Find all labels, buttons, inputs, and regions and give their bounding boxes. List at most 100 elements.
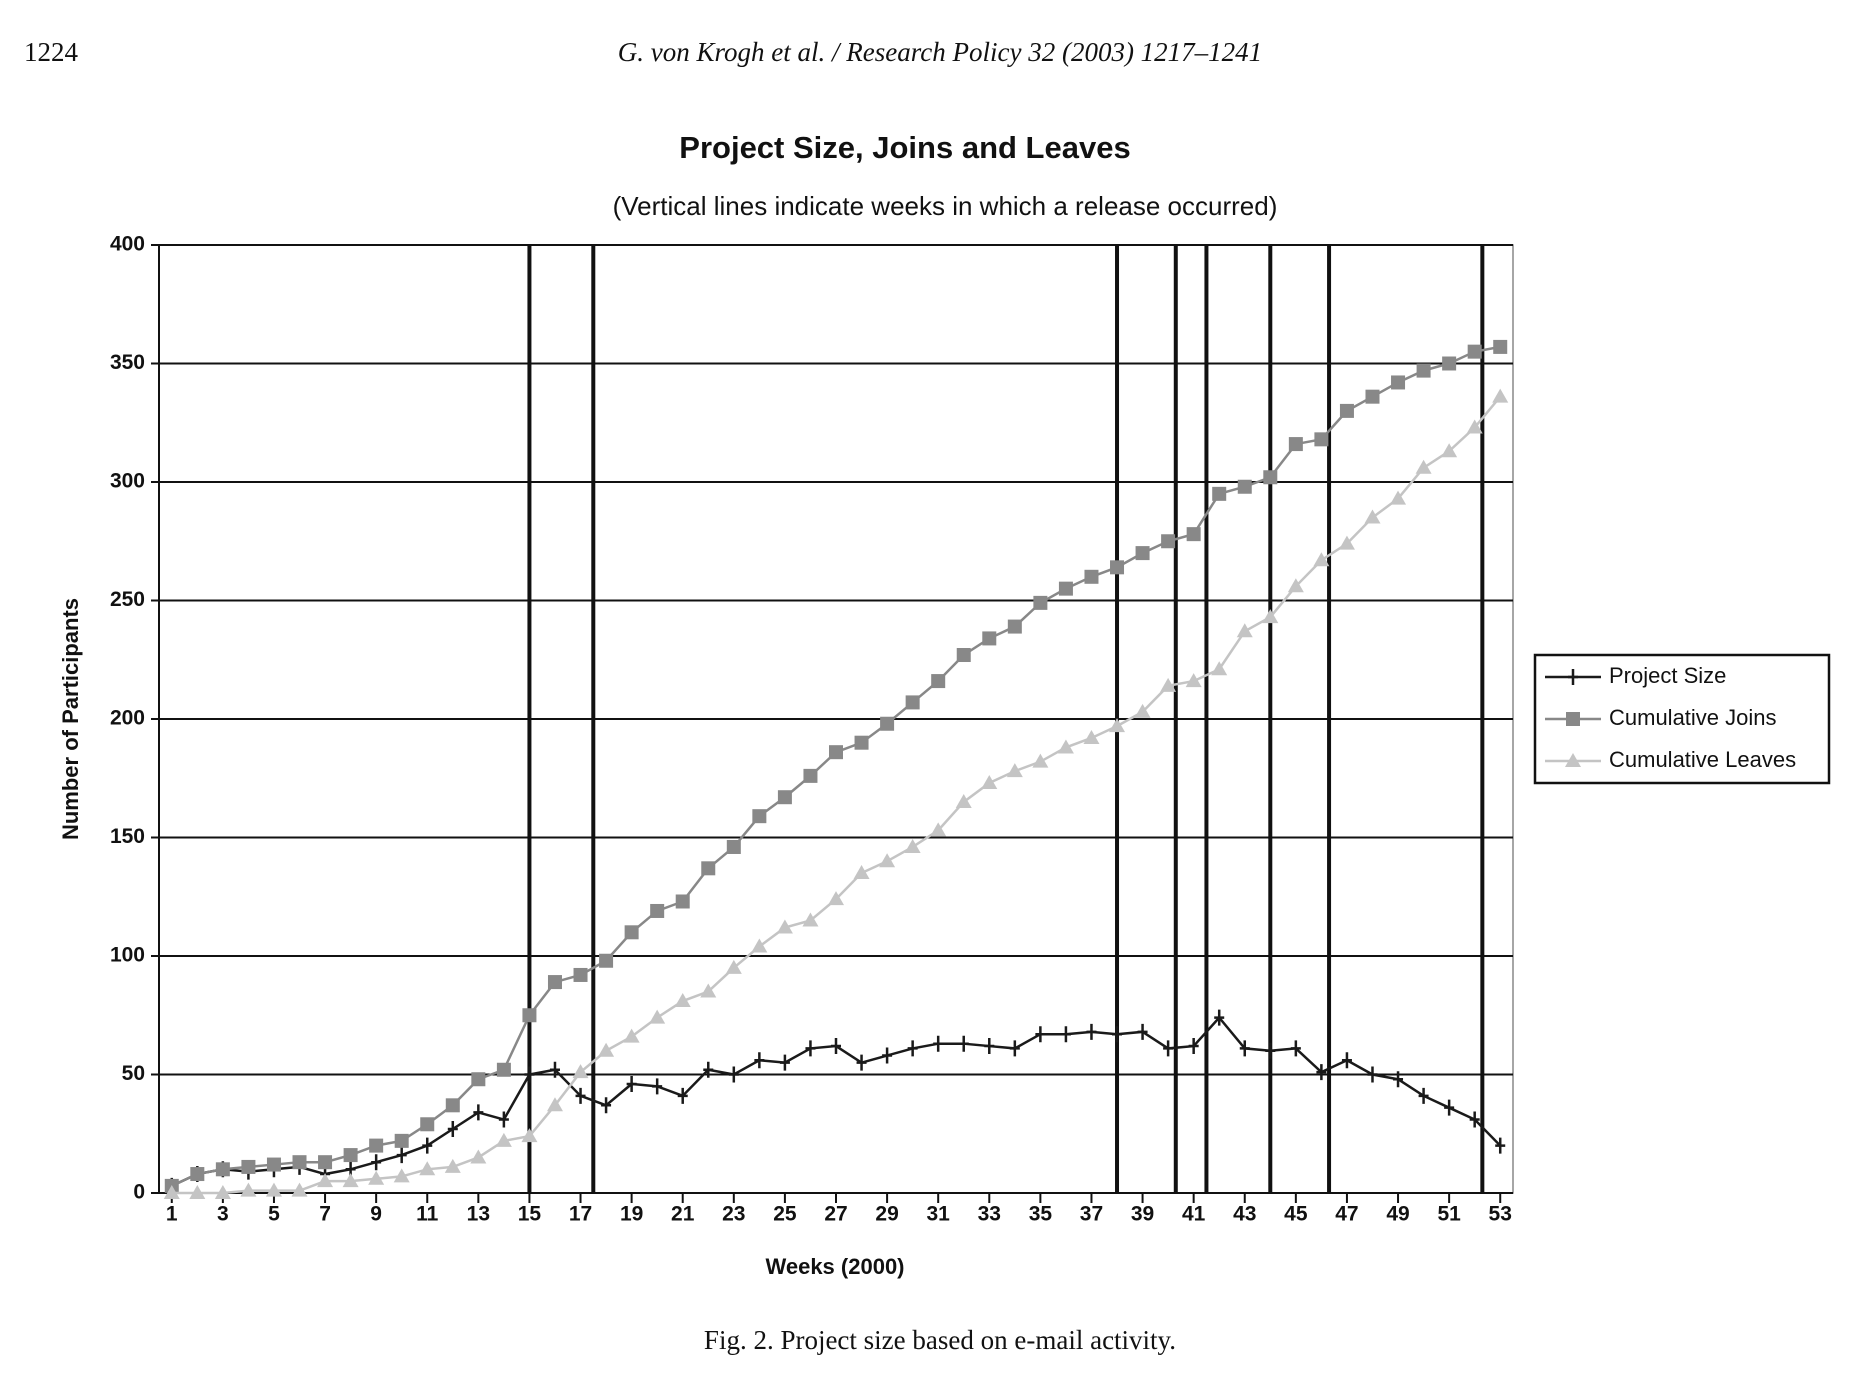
triangle-marker <box>1185 673 1202 688</box>
x-tick-label: 53 <box>1489 1203 1512 1226</box>
triangle-marker <box>904 838 921 853</box>
running-head: G. von Krogh et al. / Research Policy 32… <box>618 37 1262 67</box>
plus-marker <box>805 1040 816 1057</box>
triangle-marker <box>1415 459 1432 474</box>
x-tick-label: 37 <box>1080 1203 1103 1226</box>
triangle-marker <box>1441 443 1458 458</box>
x-tick-label: 7 <box>319 1203 331 1226</box>
y-tick-label: 50 <box>122 1062 145 1085</box>
triangle-marker <box>853 865 870 880</box>
triangle-marker <box>1006 763 1023 778</box>
plus-marker <box>1568 669 1578 685</box>
square-marker <box>956 648 971 663</box>
triangle-marker <box>1390 490 1407 505</box>
triangle-marker <box>546 1097 563 1112</box>
square-marker <box>496 1062 511 1077</box>
plus-marker <box>1341 1052 1352 1069</box>
chart-title: Project Size, Joins and Leaves <box>679 130 1130 165</box>
plus-marker <box>601 1097 612 1114</box>
triangle-marker <box>1565 753 1581 767</box>
square-marker <box>931 674 946 689</box>
plus-marker <box>1418 1087 1429 1104</box>
triangle-marker <box>700 983 717 998</box>
triangle-marker <box>598 1042 615 1057</box>
triangle-marker <box>1262 609 1279 624</box>
square-marker <box>1237 479 1252 494</box>
x-tick-label: 41 <box>1182 1203 1206 1226</box>
x-tick-label: 31 <box>927 1203 951 1226</box>
plus-marker <box>754 1052 765 1069</box>
square-marker <box>318 1155 333 1170</box>
plus-marker <box>1060 1026 1071 1043</box>
plus-marker <box>728 1066 739 1083</box>
square-marker <box>599 953 614 968</box>
triangle-marker <box>981 774 998 789</box>
y-tick-label: 200 <box>110 707 145 730</box>
square-marker <box>292 1155 307 1170</box>
plus-marker <box>575 1087 586 1104</box>
square-marker <box>573 967 588 982</box>
plus-marker <box>1086 1023 1097 1040</box>
square-marker <box>343 1148 358 1163</box>
plus-marker <box>882 1047 893 1064</box>
triangle-marker <box>1134 703 1151 718</box>
x-tick-label: 23 <box>722 1203 745 1226</box>
plus-marker <box>371 1154 382 1171</box>
square-marker <box>1467 344 1482 359</box>
y-axis-label: Number of Participants <box>58 598 83 840</box>
square-marker <box>547 975 562 990</box>
square-marker <box>1033 595 1048 610</box>
x-tick-label: 27 <box>824 1203 847 1226</box>
plus-marker <box>524 1066 535 1083</box>
plus-marker <box>1367 1066 1378 1083</box>
x-tick-label: 17 <box>569 1203 592 1226</box>
triangle-marker <box>368 1170 385 1185</box>
plus-marker <box>1009 1040 1020 1057</box>
page-number: 1224 <box>24 37 79 67</box>
square-marker <box>777 790 792 805</box>
square-marker <box>445 1098 460 1113</box>
square-marker <box>215 1162 230 1177</box>
square-marker <box>522 1008 537 1023</box>
square-marker <box>369 1138 384 1153</box>
square-marker <box>1007 619 1022 634</box>
square-marker <box>1566 712 1580 726</box>
x-tick-label: 13 <box>467 1203 490 1226</box>
square-marker <box>1416 363 1431 378</box>
x-tick-label: 39 <box>1131 1203 1154 1226</box>
plus-marker <box>677 1087 688 1104</box>
y-tick-label: 100 <box>110 944 145 967</box>
triangle-marker <box>649 1009 666 1024</box>
x-tick-label: 45 <box>1284 1203 1308 1226</box>
x-tick-label: 19 <box>620 1203 643 1226</box>
triangle-marker <box>214 1185 231 1199</box>
triangle-marker <box>342 1173 359 1188</box>
square-marker <box>1186 527 1201 542</box>
square-marker <box>1135 546 1150 561</box>
square-marker <box>471 1072 486 1087</box>
plus-marker <box>856 1054 867 1071</box>
x-tick-label: 25 <box>773 1203 797 1226</box>
plus-marker <box>549 1061 560 1078</box>
square-marker <box>266 1157 281 1172</box>
plus-marker <box>473 1104 484 1121</box>
x-tick-label: 21 <box>671 1203 695 1226</box>
square-marker <box>624 925 639 940</box>
x-tick-label: 35 <box>1029 1203 1053 1226</box>
triangle-marker <box>444 1158 461 1173</box>
triangle-marker <box>674 993 691 1008</box>
plus-marker <box>1163 1040 1174 1057</box>
square-marker <box>1391 375 1406 390</box>
plus-marker <box>779 1054 790 1071</box>
triangle-marker <box>291 1182 308 1197</box>
plus-marker <box>1035 1026 1046 1043</box>
triangle-marker <box>1083 729 1100 744</box>
plus-marker <box>447 1121 458 1138</box>
square-marker <box>982 631 997 646</box>
square-marker <box>1161 534 1176 549</box>
plus-marker <box>1188 1038 1199 1055</box>
triangle-marker <box>1364 509 1381 524</box>
plus-marker <box>1290 1040 1301 1057</box>
triangle-marker <box>1032 753 1049 768</box>
